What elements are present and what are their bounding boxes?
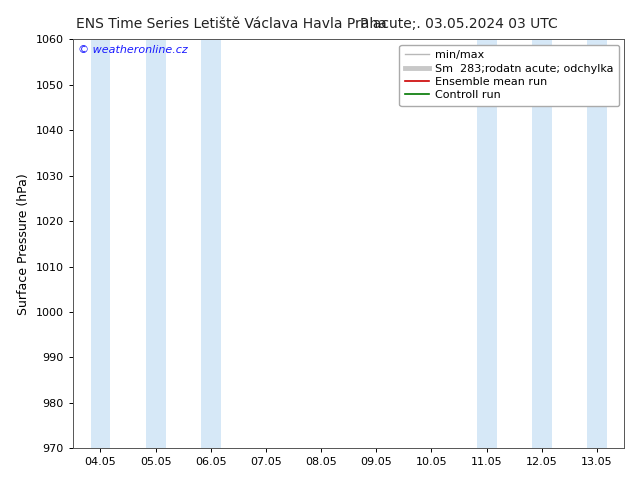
Bar (146, 39, 165, 448)
Text: © weatheronline.cz: © weatheronline.cz (79, 46, 188, 55)
Bar (532, 39, 552, 448)
Legend: min/max, Sm  283;rodatn acute; odchylka, Ensemble mean run, Controll run: min/max, Sm 283;rodatn acute; odchylka, … (399, 45, 619, 106)
Bar (587, 39, 607, 448)
Text: P acute;. 03.05.2024 03 UTC: P acute;. 03.05.2024 03 UTC (360, 17, 558, 31)
Bar (201, 39, 221, 448)
Bar (477, 39, 496, 448)
Bar (91, 39, 110, 448)
Text: ENS Time Series Letiště Václava Havla Praha: ENS Time Series Letiště Václava Havla Pr… (76, 17, 387, 31)
Y-axis label: Surface Pressure (hPa): Surface Pressure (hPa) (17, 173, 30, 315)
